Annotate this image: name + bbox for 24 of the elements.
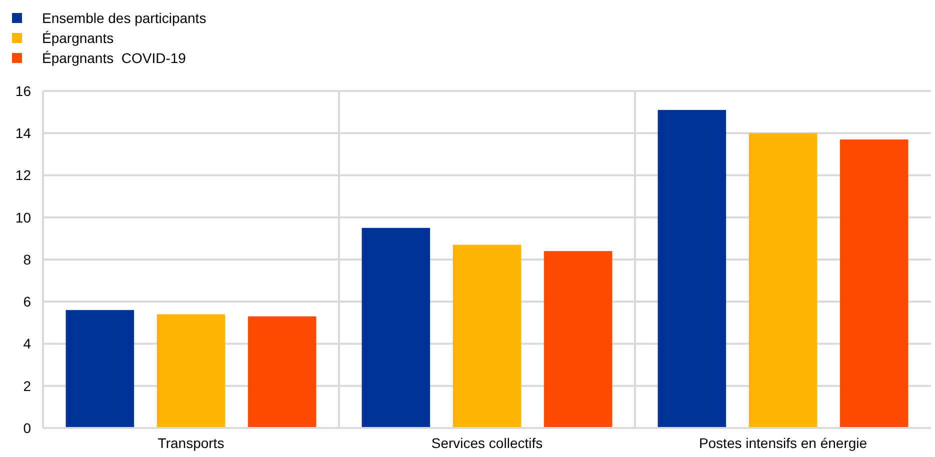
- bar: [248, 316, 316, 428]
- y-tick-label: 16: [15, 82, 32, 99]
- y-tick-label: 10: [15, 209, 32, 226]
- legend-label: Ensemble des participants: [42, 10, 206, 26]
- y-tick-label: 2: [23, 378, 32, 394]
- y-tick-label: 0: [23, 420, 32, 436]
- y-tick-label: 14: [15, 125, 32, 142]
- bar: [544, 251, 612, 428]
- bar: [748, 133, 818, 428]
- bar: [362, 228, 430, 428]
- legend-label: Épargnants COVID-19: [42, 50, 186, 66]
- bar: [156, 314, 226, 428]
- y-tick-label: 4: [23, 336, 32, 352]
- bar: [66, 310, 134, 428]
- y-tick-label: 6: [23, 294, 32, 310]
- x-tick-label: Postes intensifs en énergie: [698, 435, 868, 451]
- bar: [452, 244, 522, 428]
- y-tick-label: 8: [23, 251, 32, 268]
- legend-label: Épargnants: [42, 30, 114, 46]
- bar: [658, 110, 726, 428]
- bar: [840, 139, 908, 428]
- y-tick-label: 12: [15, 167, 32, 184]
- x-tick-label: Services collectifs: [431, 435, 543, 451]
- x-tick-label: Transports: [158, 435, 224, 451]
